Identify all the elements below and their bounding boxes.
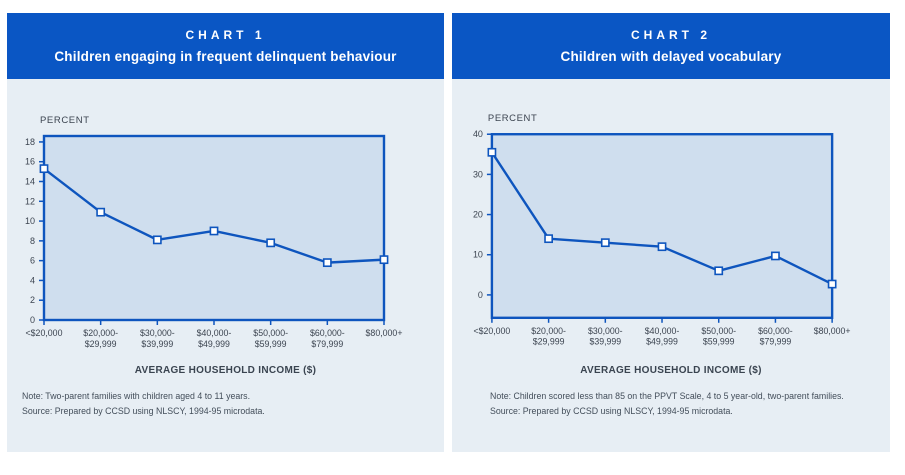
chart1-plot: PERCENT 0 2 4 6 8 10 12 14 16 18 <$20,000 $20,000-$2… (25, 115, 403, 349)
chart1-note: Note: Two-parent families with children … (22, 391, 251, 401)
chart1-header: CHART 1 Children engaging in frequent de… (7, 13, 444, 79)
x-axis-tick-label: $59,999 (255, 339, 287, 349)
data-point-marker (39, 164, 49, 174)
chart1-header-title: Children engaging in frequent delinquent… (54, 49, 397, 64)
y-axis-tick-label: 18 (25, 137, 35, 147)
data-point-marker (714, 266, 724, 276)
y-axis-tick-label: 12 (25, 196, 35, 206)
x-axis-tick-label: $20,000- (531, 326, 566, 336)
y-axis-tick-label: 10 (473, 250, 483, 260)
chart2-note: Note: Children scored less than 85 on th… (490, 391, 844, 401)
data-point-marker (771, 251, 780, 261)
chart2-header: CHART 2 Children with delayed vocabulary (452, 13, 890, 79)
data-point-marker (379, 255, 389, 265)
plot-area (490, 133, 834, 319)
x-axis-tick-label: $60,000- (758, 326, 793, 336)
x-axis-tick-label: $30,000- (140, 328, 175, 338)
x-axis-tick-label: $80,000+ (814, 326, 851, 336)
y-axis-title: PERCENT (488, 113, 537, 124)
x-axis-tick-label: $29,999 (533, 337, 565, 347)
x-axis-tick-label: $79,999 (760, 337, 792, 347)
x-axis-tick-label: $49,999 (198, 339, 230, 349)
data-point-marker (657, 242, 667, 252)
y-axis-tick-label: 0 (30, 315, 35, 325)
y-axis-tick-label: 0 (478, 290, 483, 300)
x-axis-tick-label: $50,000- (253, 328, 288, 338)
x-axis-tick-label: $40,000- (197, 328, 232, 338)
data-point-marker (827, 279, 837, 289)
x-axis-tick-label: $20,000- (83, 328, 118, 338)
x-axis-tick-label: $49,999 (646, 337, 678, 347)
x-axis-tick-label: $39,999 (589, 337, 621, 347)
chart2-header-title: Children with delayed vocabulary (560, 49, 782, 64)
y-axis-tick-label: 10 (25, 216, 35, 226)
chart2-plot: PERCENT 0 10 20 30 40 <$20,000 $20,000-$29,999 $… (473, 113, 851, 347)
data-point-marker (96, 207, 106, 217)
x-axis-tick-label: $40,000- (645, 326, 680, 336)
x-axis-tick-label: $50,000- (701, 326, 736, 336)
data-point-marker (544, 234, 554, 244)
chart1-x-axis-title: AVERAGE HOUSEHOLD INCOME ($) (134, 365, 317, 376)
chart2-header-label: CHART 2 (630, 28, 711, 42)
data-point-marker (152, 235, 162, 245)
x-axis-tick-label: $60,000- (310, 328, 345, 338)
x-axis-tick-label: <$20,000 (26, 328, 63, 338)
y-axis-tick-label: 2 (30, 295, 35, 305)
x-axis-tick-label: $79,999 (311, 339, 343, 349)
data-point-marker (209, 226, 219, 236)
chart1-panel: CHART 1 Children engaging in frequent de… (7, 13, 444, 452)
y-axis-tick-label: 16 (25, 157, 35, 167)
x-axis-tick-label: $30,000- (588, 326, 623, 336)
y-axis-title: PERCENT (40, 115, 90, 126)
y-axis-tick-label: 40 (473, 129, 483, 139)
y-axis-tick-label: 8 (30, 236, 35, 246)
chart2-x-axis-title: AVERAGE HOUSEHOLD INCOME ($) (580, 365, 762, 376)
y-axis-tick-label: 4 (30, 275, 35, 285)
chart2-source: Source: Prepared by CCSD using NLSCY, 19… (490, 406, 733, 416)
x-axis-tick-label: <$20,000 (474, 326, 511, 336)
y-axis-tick-label: 14 (25, 177, 35, 187)
y-axis-tick-label: 30 (473, 169, 483, 179)
chart1-header-label: CHART 1 (185, 28, 266, 42)
x-axis-tick-label: $59,999 (703, 337, 735, 347)
data-point-marker (322, 258, 332, 268)
y-axis-tick-label: 6 (30, 256, 35, 266)
data-point-marker (266, 238, 276, 248)
x-axis-tick-label: $39,999 (141, 339, 173, 349)
x-axis-tick-label: $29,999 (85, 339, 117, 349)
chart1-source: Source: Prepared by CCSD using NLSCY, 19… (22, 406, 265, 416)
data-point-marker (487, 147, 497, 157)
x-axis-tick-label: $80,000+ (366, 328, 403, 338)
chart2-panel: CHART 2 Children with delayed vocabulary… (452, 13, 890, 452)
data-point-marker (600, 238, 610, 248)
y-axis-tick-label: 20 (473, 210, 483, 220)
